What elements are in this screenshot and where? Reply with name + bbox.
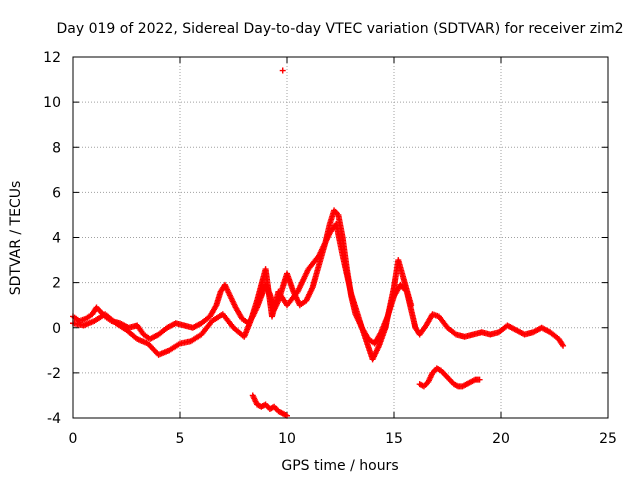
y-tick-label: 0 [52,321,61,337]
x-tick-label: 15 [385,431,403,447]
x-tick-label: 10 [278,431,296,447]
x-tick-label: 25 [599,431,617,447]
x-tick-label: 20 [492,431,510,447]
y-tick-label: 4 [52,231,61,247]
x-tick-label: 5 [176,431,185,447]
negative-segment-late-point [476,376,483,383]
x-axis-label: GPS time / hours [281,458,398,474]
y-tick-label: -2 [47,366,61,382]
y-tick-label: 6 [52,185,61,201]
data-points [70,67,567,419]
plot-frame [72,56,609,419]
y-tick-label: 10 [43,95,61,111]
y-tick-label: -4 [47,411,61,427]
x-tick-label: 0 [69,431,78,447]
y-tick-label: 2 [52,276,61,292]
y-tick-label: 12 [43,50,61,66]
main-trace-point [560,342,567,349]
y-tick-label: 8 [52,140,61,156]
chart-title: Day 019 of 2022, Sidereal Day-to-day VTE… [57,21,624,37]
outlier-point [279,67,286,74]
secondary-trace-point [408,302,415,309]
y-axis-label: SDTVAR / TECUs [8,181,24,296]
